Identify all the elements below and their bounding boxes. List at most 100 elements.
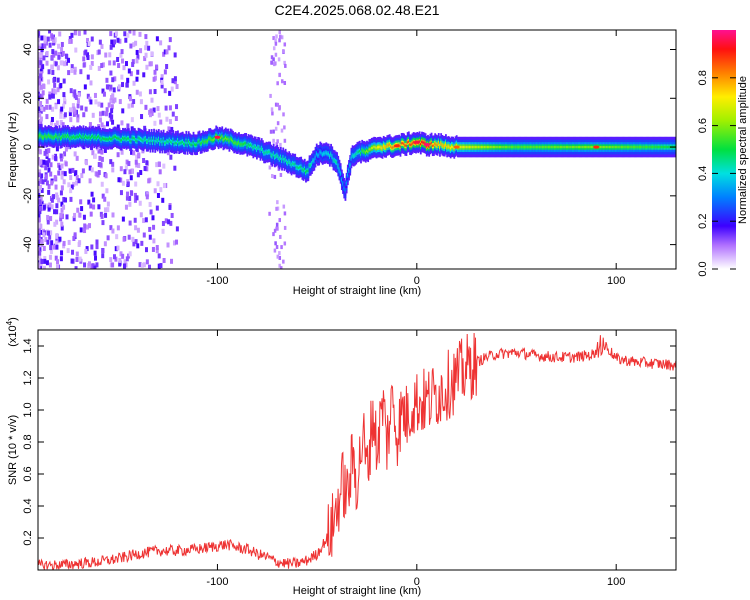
spectrogram-ridge-cell xyxy=(153,137,155,141)
spectrogram-noise-cell xyxy=(73,171,77,177)
spectrogram-ridge-cell xyxy=(53,136,56,139)
spectrogram-ridge-cell xyxy=(462,145,465,149)
spectrogram-noise-cell xyxy=(69,196,73,202)
spectrogram-noise-cell xyxy=(48,91,52,97)
spectrogram-noise-cell xyxy=(118,99,122,105)
spectrogram-noise-cell xyxy=(142,218,146,224)
spectrogram-noise-cell xyxy=(137,162,141,168)
spectrogram-noise-cell xyxy=(169,220,173,226)
spectrogram-ridge-cell xyxy=(113,135,116,138)
spectrogram-ridge-cell xyxy=(277,156,280,159)
snr-ytick-label: 1.4 xyxy=(22,338,34,353)
spectrogram-noise-cell xyxy=(109,31,113,37)
spectrogram-ridge-cell xyxy=(379,145,382,149)
spectrogram-noise-cell xyxy=(41,90,45,96)
spectrogram-noise-cell xyxy=(38,199,42,205)
spectrogram-noise-cell xyxy=(52,194,56,200)
spectrogram-ridge-cell xyxy=(543,145,545,149)
spectrogram-noise-cell xyxy=(71,103,75,109)
spectrogram-ridge-cell xyxy=(133,137,136,140)
spectrogram-ridge-cell xyxy=(93,136,96,139)
spectrogram-ridge-cell xyxy=(563,145,566,149)
spectrogram-ridge-cell xyxy=(516,145,519,149)
spectrogram-noise-cell xyxy=(120,120,124,126)
spectrogram-noise-cell xyxy=(58,31,62,37)
spectrogram-noise-cell xyxy=(166,242,170,248)
spectrogram-noise-cell xyxy=(73,232,77,238)
spectrogram-ridge-cell xyxy=(607,145,610,149)
spectrogram-ridge-cell xyxy=(517,145,520,149)
spectrogram-noise-cell xyxy=(164,218,168,224)
spectrogram-ridge-cell xyxy=(202,139,204,142)
spectrogram-ridge-cell xyxy=(199,142,202,145)
spectrogram-noise-cell xyxy=(116,37,120,43)
spectrogram-ridge-cell xyxy=(604,145,606,149)
spectrogram-ridge-cell xyxy=(403,142,405,145)
spectrogram-ridge-cell xyxy=(139,138,142,141)
spectrogram-ytick-label: 0 xyxy=(22,144,34,150)
spectrogram-ridge-cell xyxy=(276,154,279,157)
spectrogram-ridge-cell xyxy=(116,136,118,140)
spectrogram-noise-cell xyxy=(38,228,41,234)
spectrogram-ridge-cell xyxy=(385,146,388,149)
spectrogram-ridge-cell xyxy=(148,138,151,141)
spectrogram-noise-cell xyxy=(166,150,170,156)
spectrogram-ridge-cell xyxy=(541,145,544,149)
spectrogram-noise-cell xyxy=(126,32,130,38)
spectrogram-noise-cell xyxy=(127,234,131,240)
spectrogram-noise-cell xyxy=(122,236,126,242)
spectrogram-noise-cell xyxy=(62,179,66,185)
spectrogram-noise-cell xyxy=(100,102,104,108)
spectrogram-noise-cell xyxy=(120,49,124,55)
spectrogram-ridge-cell xyxy=(342,182,344,185)
spectrogram-ridge-cell xyxy=(478,145,481,149)
spectrogram-noise-cell xyxy=(124,61,128,67)
spectrogram-ridge-cell xyxy=(142,139,145,143)
spectrogram-ridge-cell xyxy=(251,144,254,147)
spectrogram-ridge-cell xyxy=(545,145,548,149)
spectrogram-ridge-cell xyxy=(302,169,305,172)
spectrogram-noise-cell xyxy=(53,82,57,88)
spectrogram-ridge-cell xyxy=(419,143,422,146)
spectrogram-ridge-cell xyxy=(39,133,42,136)
spectrogram-ridge-cell xyxy=(80,135,82,138)
spectrogram-noise-cell xyxy=(111,212,115,218)
spectrogram-noise-cell xyxy=(51,49,55,55)
spectrogram-ridge-cell xyxy=(128,137,130,140)
spectrogram-ridge-cell xyxy=(110,138,112,141)
spectrogram-noise-cell xyxy=(155,248,159,254)
spectrogram-ridge-cell xyxy=(263,151,265,155)
spectrogram-noise-cell xyxy=(88,122,92,128)
spectrogram-noise-cell xyxy=(57,99,61,105)
spectrogram-ridge-cell xyxy=(436,144,439,147)
spectrogram-noise-cell xyxy=(48,94,52,100)
spectrogram-noise-cell xyxy=(41,64,45,70)
spectrogram-noise-cell xyxy=(133,192,137,198)
spectrogram-noise-cell xyxy=(103,147,107,153)
spectrogram-noise-cell xyxy=(55,146,59,152)
spectrogram-ridge-cell xyxy=(659,145,661,149)
spectrogram-noise-cell xyxy=(67,57,71,63)
spectrogram-noise-cell xyxy=(38,112,42,118)
spectrogram-ridge-cell xyxy=(321,153,324,156)
spectrogram-noise-cell xyxy=(90,244,94,250)
spectrogram-noise-cell xyxy=(97,49,101,55)
spectrogram-noise-cell xyxy=(272,46,276,51)
spectrogram-ridge-cell xyxy=(242,143,245,146)
spectrogram-noise-cell xyxy=(111,98,115,104)
spectrogram-noise-cell xyxy=(150,110,154,116)
spectrogram-ridge-cell xyxy=(447,145,450,148)
spectrogram-ridge-cell xyxy=(605,145,608,149)
spectrogram-ridge-cell xyxy=(180,141,183,144)
spectrogram-ridge-cell xyxy=(568,145,571,149)
spectrogram-noise-cell xyxy=(74,94,78,100)
spectrogram-noise-cell xyxy=(63,99,67,105)
colorbar-ticks: 0.0 0.2 0.4 0.6 0.8 xyxy=(697,70,736,277)
spectrogram-ridge-cell xyxy=(384,146,386,149)
spectrogram-noise-cell xyxy=(100,122,104,128)
spectrogram-ridge-cell xyxy=(465,145,468,149)
spectrogram-ridge-cell xyxy=(565,145,568,149)
spectrogram-noise-cell xyxy=(110,39,114,45)
spectrogram-noise-cell xyxy=(155,64,159,70)
spectrogram-noise-cell xyxy=(276,200,279,205)
